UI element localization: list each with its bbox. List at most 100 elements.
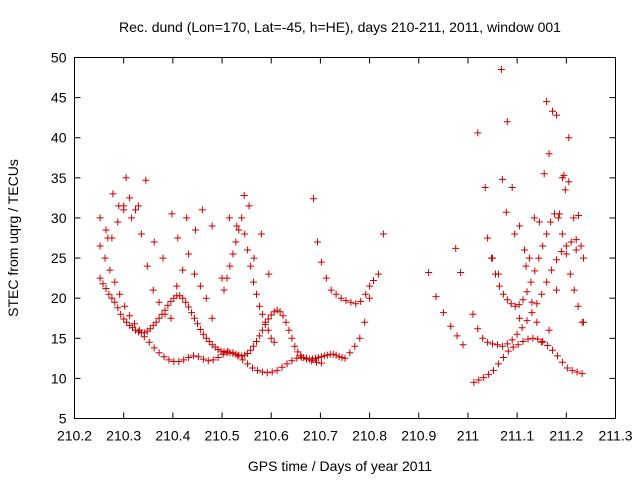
data-point (214, 346, 222, 353)
data-point (255, 332, 263, 340)
data-point (494, 270, 502, 278)
y-tick-label: 35 (51, 170, 67, 186)
data-point (498, 175, 506, 183)
data-point (190, 352, 197, 360)
data-point (314, 354, 322, 361)
data-point (518, 324, 526, 332)
data-point (484, 234, 492, 242)
data-point (182, 298, 190, 306)
data-point (503, 296, 511, 304)
data-point (268, 368, 276, 376)
data-point (580, 318, 587, 326)
data-point (106, 266, 114, 274)
x-tick-label: 210.6 (254, 428, 289, 444)
data-point (263, 369, 271, 377)
data-point (247, 262, 255, 270)
data-point (317, 258, 325, 266)
data-point (553, 256, 560, 264)
data-point (366, 282, 374, 290)
data-point (294, 348, 302, 356)
data-point (370, 277, 377, 284)
data-point (490, 366, 497, 374)
data-point (238, 214, 246, 222)
data-point (574, 302, 582, 310)
axes: 210.2 210.3 210.4 210.5 210.6 210.7 210.8 210.9… (51, 50, 633, 444)
y-tick-label: 50 (51, 50, 67, 66)
data-point (439, 309, 447, 317)
data-point (549, 346, 556, 354)
data-point (101, 254, 109, 262)
data-point (244, 246, 252, 254)
data-point (194, 353, 202, 361)
x-tick-label: 210.9 (401, 428, 436, 444)
data-point (258, 326, 266, 334)
data-point (558, 230, 566, 238)
data-point (511, 302, 519, 310)
data-point (557, 248, 565, 256)
data-point (167, 314, 175, 322)
data-point (258, 310, 266, 318)
data-point (572, 246, 580, 254)
data-point (503, 118, 511, 126)
data-point (538, 338, 546, 346)
data-point (116, 290, 124, 298)
data-point (202, 334, 210, 342)
data-point (356, 334, 364, 342)
data-point (102, 226, 110, 234)
data-point (293, 354, 301, 362)
y-tick-label: 25 (51, 250, 67, 266)
data-point (270, 308, 278, 316)
data-point (519, 296, 527, 304)
data-point (323, 351, 331, 359)
data-point (533, 300, 541, 308)
data-point (126, 194, 134, 202)
data-point (533, 318, 541, 326)
data-point (494, 341, 501, 349)
data-point (220, 286, 228, 294)
data-point (484, 338, 492, 346)
x-tick-label: 211.1 (500, 428, 534, 444)
data-point (244, 360, 252, 368)
data-point (165, 356, 173, 364)
data-point (257, 230, 265, 238)
data-point (209, 356, 217, 364)
series-2 (96, 242, 325, 377)
data-point (239, 356, 247, 364)
data-point (278, 363, 286, 371)
series-11 (469, 236, 585, 350)
data-point (361, 318, 369, 326)
series-1 (96, 274, 349, 363)
data-point (573, 368, 581, 376)
data-point (516, 314, 524, 322)
data-point (337, 294, 345, 302)
data-point (346, 349, 354, 357)
data-point (96, 214, 104, 222)
data-point (155, 298, 163, 306)
data-point (267, 311, 275, 319)
data-point (309, 355, 316, 363)
data-point (508, 184, 516, 191)
data-point (173, 282, 181, 290)
data-point (146, 325, 154, 333)
series-6 (310, 195, 387, 308)
data-point (244, 350, 252, 357)
data-point (135, 326, 143, 334)
data-point (185, 354, 193, 361)
data-point (235, 351, 243, 359)
data-point (192, 226, 199, 234)
data-point (297, 352, 305, 360)
data-point (543, 278, 551, 286)
data-point (479, 334, 487, 342)
data-point (111, 298, 119, 306)
data-point (128, 214, 136, 222)
data-point (474, 325, 482, 333)
data-point (199, 355, 207, 363)
data-point (567, 238, 575, 246)
data-point (521, 246, 528, 254)
y-tick-label: 40 (51, 130, 67, 146)
data-point (558, 358, 566, 366)
data-point (120, 206, 128, 214)
data-point (543, 98, 551, 106)
series-5 (220, 214, 278, 346)
data-point (224, 347, 232, 355)
